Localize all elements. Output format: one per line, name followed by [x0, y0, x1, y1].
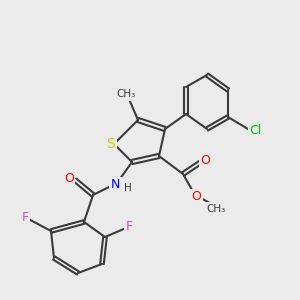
- Text: S: S: [106, 137, 116, 151]
- Text: O: O: [201, 154, 210, 167]
- Text: O: O: [192, 190, 201, 203]
- Text: N: N: [111, 178, 120, 191]
- Text: CH₃: CH₃: [206, 203, 226, 214]
- Text: H: H: [124, 183, 131, 194]
- Text: O: O: [64, 172, 74, 185]
- Text: F: F: [125, 220, 133, 233]
- Text: Cl: Cl: [249, 124, 261, 137]
- Text: CH₃: CH₃: [116, 89, 136, 100]
- Text: F: F: [22, 211, 29, 224]
